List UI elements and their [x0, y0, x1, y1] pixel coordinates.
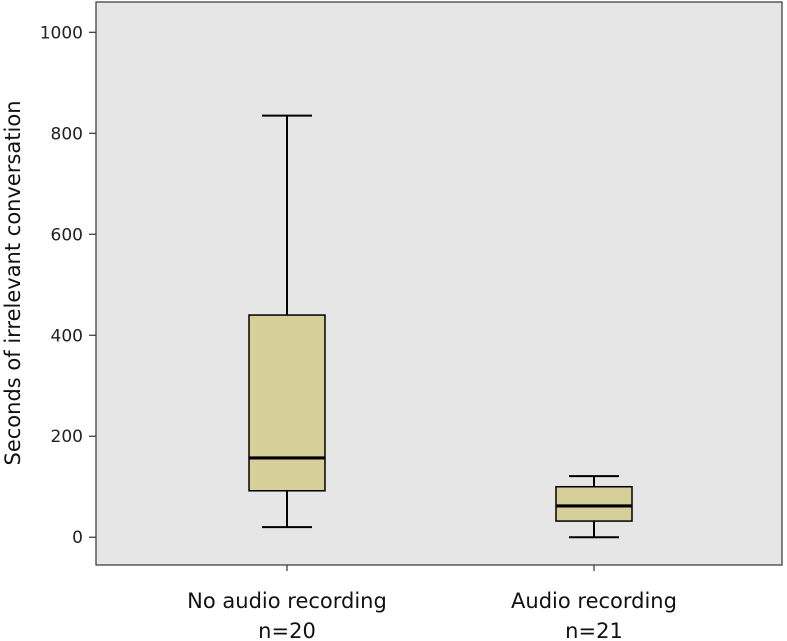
category-labels: No audio recording n=20 Audio recording n=2… — [187, 589, 677, 641]
category-label: Audio recording — [511, 589, 677, 613]
y-tick-label: 400 — [51, 326, 83, 346]
y-tick-label: 0 — [72, 528, 83, 548]
y-tick-label: 800 — [51, 124, 83, 144]
y-axis-title: Seconds of irrelevant conversation — [1, 101, 25, 466]
boxes — [248, 114, 633, 539]
y-tick-label: 600 — [51, 225, 83, 245]
box-group — [555, 475, 633, 539]
box-group — [248, 114, 326, 529]
iqr-box — [248, 314, 326, 492]
y-tick-label: 200 — [51, 427, 83, 447]
y-axis-ticks: 0 200 400 600 800 1000 — [40, 23, 96, 548]
category-n-label: n=21 — [565, 619, 623, 641]
y-tick-label: 1000 — [40, 23, 83, 43]
category-label: No audio recording — [187, 589, 387, 613]
iqr-box — [555, 485, 633, 522]
plot-area — [95, 1, 783, 566]
x-axis-ticks — [286, 565, 595, 571]
category-n-label: n=20 — [258, 619, 316, 641]
